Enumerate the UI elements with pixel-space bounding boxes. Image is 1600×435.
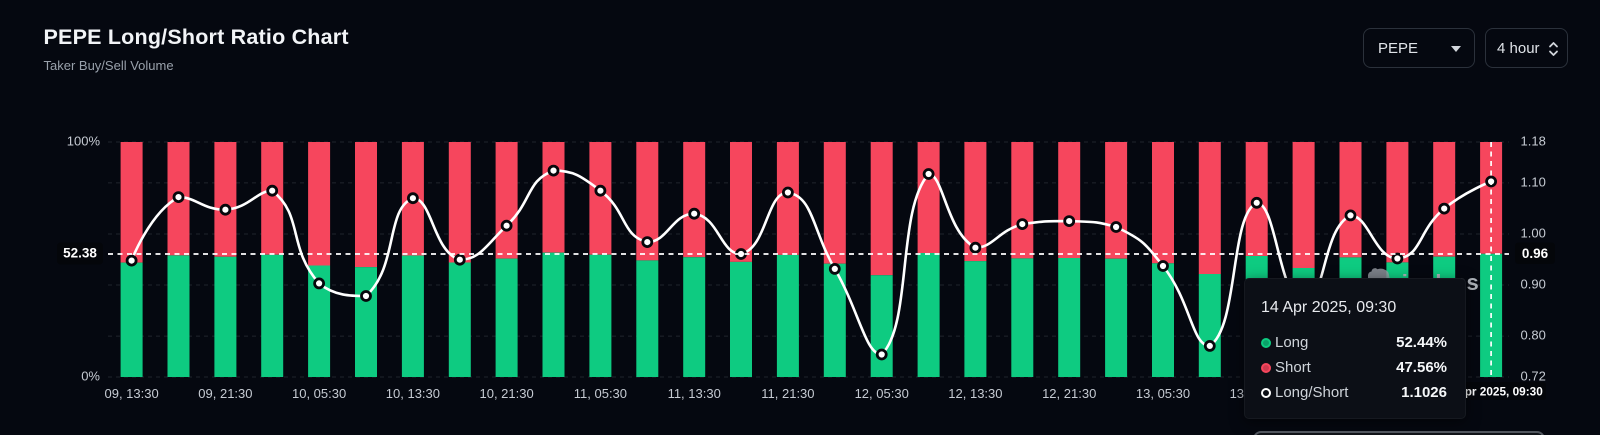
svg-text:1.18: 1.18 xyxy=(1521,134,1546,149)
svg-text:0.96: 0.96 xyxy=(1522,246,1549,261)
svg-text:0.72: 0.72 xyxy=(1521,369,1546,384)
svg-text:10, 21:30: 10, 21:30 xyxy=(479,386,533,401)
svg-text:12, 05:30: 12, 05:30 xyxy=(855,386,909,401)
svg-text:09, 21:30: 09, 21:30 xyxy=(198,386,252,401)
svg-text:1.00: 1.00 xyxy=(1521,226,1546,241)
svg-text:12, 21:30: 12, 21:30 xyxy=(1042,386,1096,401)
svg-text:13, 05:30: 13, 05:30 xyxy=(1136,386,1190,401)
svg-text:09, 13:30: 09, 13:30 xyxy=(104,386,158,401)
svg-text:11, 13:30: 11, 13:30 xyxy=(668,386,721,401)
svg-text:52.38: 52.38 xyxy=(63,246,97,261)
svg-text:100%: 100% xyxy=(67,134,101,149)
svg-text:12, 13:30: 12, 13:30 xyxy=(948,386,1002,401)
svg-text:11, 21:30: 11, 21:30 xyxy=(761,386,814,401)
svg-text:1.10: 1.10 xyxy=(1521,174,1546,189)
svg-text:10, 13:30: 10, 13:30 xyxy=(386,386,440,401)
svg-text:0.90: 0.90 xyxy=(1521,277,1546,292)
svg-text:10, 05:30: 10, 05:30 xyxy=(292,386,346,401)
svg-text:11, 05:30: 11, 05:30 xyxy=(574,386,627,401)
svg-text:0.80: 0.80 xyxy=(1521,328,1546,343)
svg-text:0%: 0% xyxy=(81,369,100,384)
